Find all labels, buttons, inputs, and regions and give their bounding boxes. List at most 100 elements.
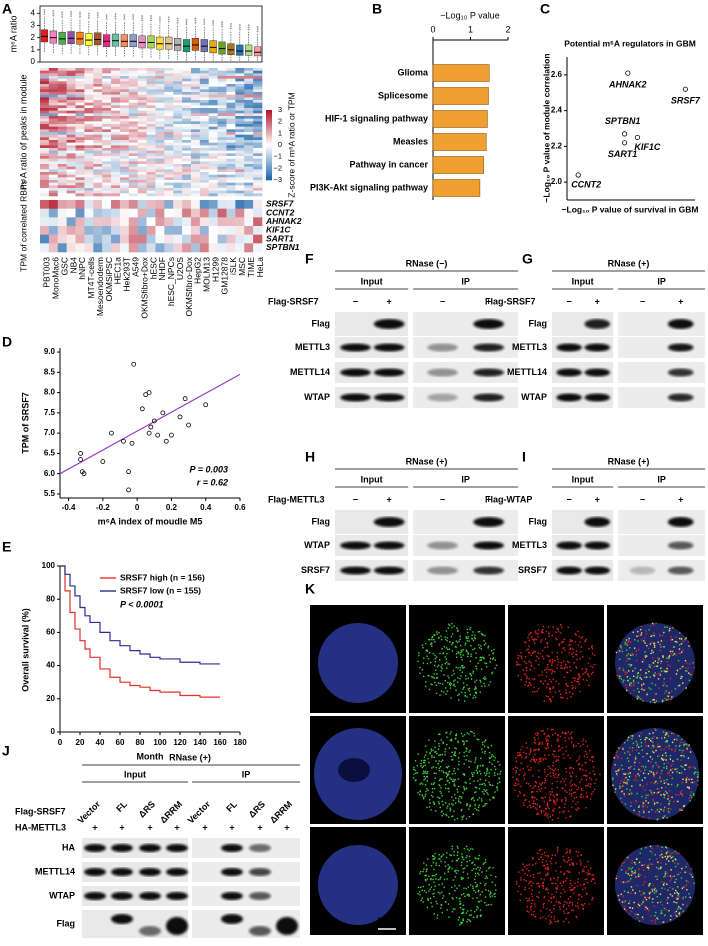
- signal-dot: [620, 678, 623, 680]
- signal-dot: [550, 680, 552, 683]
- heat-cell: [93, 174, 103, 178]
- box: [218, 41, 226, 55]
- signal-dot: [531, 791, 533, 794]
- signal-dot: [580, 854, 583, 856]
- signal-dot: [454, 889, 456, 892]
- x-tick-label: 60: [116, 738, 125, 747]
- heat-cell: [155, 172, 165, 175]
- signal-dot: [649, 701, 652, 703]
- signal-dot: [423, 868, 425, 870]
- signal-dot: [451, 815, 453, 818]
- signal-dot: [439, 907, 442, 909]
- heat-cell: [164, 105, 174, 109]
- signal-dot: [452, 898, 454, 900]
- heat-cell: [244, 124, 254, 127]
- heat-cell: [199, 156, 210, 159]
- signal-dot: [519, 655, 521, 657]
- signal-dot: [645, 745, 647, 747]
- heat-cell: [75, 73, 85, 77]
- signal-dot: [666, 872, 668, 874]
- signal-dot: [484, 861, 487, 863]
- heat-cell: [182, 129, 192, 133]
- signal-dot: [681, 867, 684, 869]
- signal-dot: [520, 785, 522, 788]
- signal-dot: [563, 873, 565, 876]
- heat-cell: [155, 148, 165, 151]
- band: [473, 541, 505, 550]
- heat-cell: [253, 84, 263, 87]
- signal-dot: [640, 698, 643, 700]
- heat-cell: [75, 102, 85, 106]
- signal-dot: [419, 666, 421, 669]
- signal-dot: [476, 885, 478, 888]
- blot-bg: [192, 838, 300, 858]
- band: [249, 926, 271, 936]
- heat-cell: [119, 156, 130, 159]
- heat-cell: [66, 145, 76, 149]
- signal-dot: [651, 767, 654, 769]
- outlier-dot: [185, 23, 188, 25]
- signal-dot: [578, 763, 581, 765]
- heat-cell: [57, 126, 67, 130]
- signal-dot: [485, 789, 488, 791]
- signal-dot: [569, 901, 572, 903]
- signal-dot: [561, 800, 563, 803]
- heat-cell: [146, 169, 156, 173]
- signal-dot: [629, 692, 632, 694]
- signal-dot: [665, 790, 667, 793]
- signal-dot: [567, 685, 569, 688]
- signal-dot: [554, 691, 557, 693]
- signal-dot: [671, 650, 674, 653]
- signal-dot: [535, 631, 537, 634]
- signal-dot: [663, 884, 665, 887]
- signal-dot: [465, 782, 467, 784]
- blot-row: [82, 838, 300, 858]
- signal-dot: [468, 895, 470, 897]
- heat-cell: [190, 148, 201, 151]
- outlier-dot: [96, 12, 99, 14]
- signal-dot: [618, 677, 621, 679]
- signal-dot: [548, 635, 550, 637]
- heat-cell: [253, 97, 263, 101]
- signal-dot: [632, 742, 635, 745]
- signal-dot: [480, 668, 483, 670]
- signal-dot: [623, 908, 626, 910]
- heat-cell: [66, 148, 76, 151]
- heat-cell: [253, 169, 263, 173]
- signal-dot: [672, 654, 674, 656]
- signal-dot: [474, 681, 476, 683]
- heat-cell: [182, 81, 192, 85]
- signal-dot: [559, 865, 562, 868]
- signal-dot: [483, 678, 486, 680]
- heat-cell: [93, 110, 103, 114]
- signal-dot: [531, 899, 534, 901]
- heat-cell: [235, 105, 245, 109]
- blot-bg: [335, 560, 409, 581]
- band: [667, 393, 694, 402]
- signal-dot: [571, 806, 573, 809]
- heat-cell: [48, 89, 59, 93]
- heat-cell: [155, 108, 165, 111]
- heat-cell: [102, 137, 112, 141]
- signal-dot: [547, 873, 549, 876]
- signal-dot: [524, 887, 527, 889]
- heat-cell: [111, 105, 121, 109]
- signal-dot: [442, 804, 444, 806]
- signal-dot: [416, 765, 419, 767]
- heat-cell: [57, 142, 67, 146]
- signal-dot: [444, 662, 447, 665]
- channel-label: DAPI: [316, 718, 336, 728]
- signal-dot: [549, 767, 552, 769]
- signal-dot: [636, 745, 638, 747]
- signal-dot: [542, 658, 545, 660]
- heat-cell: [155, 118, 165, 122]
- signal-dot: [454, 779, 457, 781]
- heat-cell: [102, 113, 112, 117]
- heat-cell: [119, 68, 130, 71]
- heat-cell: [226, 121, 236, 125]
- heat-cell: [217, 142, 227, 146]
- signal-dot: [636, 779, 638, 782]
- signal-dot: [615, 751, 617, 754]
- lane-sign: +: [257, 822, 262, 832]
- heat-cell: [208, 113, 218, 117]
